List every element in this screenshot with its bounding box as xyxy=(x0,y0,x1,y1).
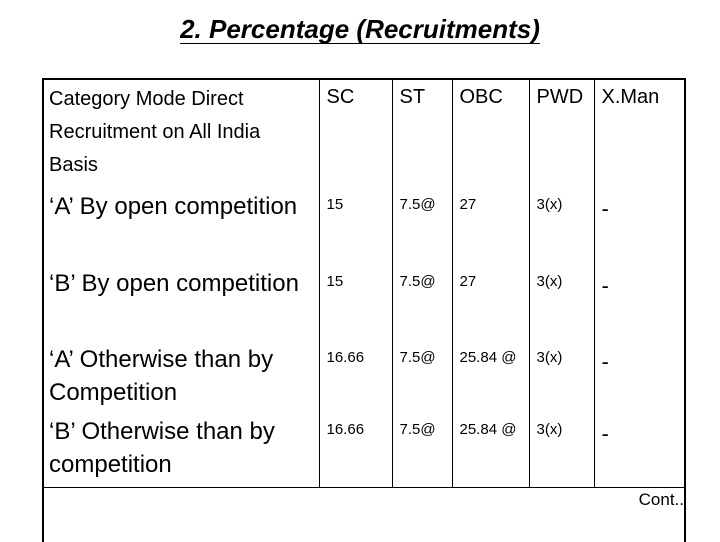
table-cell: 15 xyxy=(318,264,392,340)
header-row: Category Mode Direct Recruitment on All … xyxy=(44,80,684,187)
table-row: ‘A’ By open competition 15 7.5@ 27 3(x) - xyxy=(44,187,684,264)
header-cell: Category Mode Direct Recruitment on All … xyxy=(49,88,261,176)
table-cell: ‘B’ By open competition xyxy=(49,270,299,297)
table-cell: 3(x) xyxy=(528,187,594,264)
table-cell: 16.66 xyxy=(318,340,392,412)
table-row: ‘B’ By open competition 15 7.5@ 27 3(x) - xyxy=(44,264,684,340)
table-cell: 25.84 @ xyxy=(451,412,529,488)
table-cell: - xyxy=(593,340,684,412)
table-cell: 27 xyxy=(451,187,529,264)
table-cell: 27 xyxy=(451,264,529,340)
header-cell: SC xyxy=(318,80,392,187)
table-cell: ‘B’ Otherwise than by competition xyxy=(44,412,319,488)
header-cell: X.Man xyxy=(593,80,684,187)
table-cell: - xyxy=(593,264,684,340)
continued-note: Cont.. xyxy=(638,490,684,509)
slide-title: 2. Percentage (Recruitments) xyxy=(180,14,540,44)
table-cell: - xyxy=(593,412,684,488)
table-cell: 3(x) xyxy=(528,412,594,488)
table-cell: 7.5@ xyxy=(391,412,452,488)
header-cell: PWD xyxy=(528,80,594,187)
table-cell: 7.5@ xyxy=(391,187,452,264)
header-cell: ST xyxy=(391,80,452,187)
table-row: ‘A’ Otherwise than by Competition 16.66 7.… xyxy=(44,340,684,412)
table-cell: 25.84 @ xyxy=(451,340,529,412)
table-frame: Category Mode Direct Recruitment on All … xyxy=(42,78,686,542)
table-cell: 15 xyxy=(318,187,392,264)
table: Category Mode Direct Recruitment on All … xyxy=(44,80,684,488)
header-cell: OBC xyxy=(451,80,529,187)
table-cell: 7.5@ xyxy=(391,340,452,412)
table-row: ‘B’ Otherwise than by competition 16.66 7.… xyxy=(44,412,684,488)
table-cell: ‘A’ By open competition xyxy=(49,193,298,220)
table-cell: 7.5@ xyxy=(391,264,452,340)
table-cell: 3(x) xyxy=(528,264,594,340)
table-cell: 16.66 xyxy=(318,412,392,488)
table-cell: ‘A’ Otherwise than by Competition xyxy=(49,346,274,406)
table-cell: - xyxy=(593,187,684,264)
table-cell: 3(x) xyxy=(528,340,594,412)
